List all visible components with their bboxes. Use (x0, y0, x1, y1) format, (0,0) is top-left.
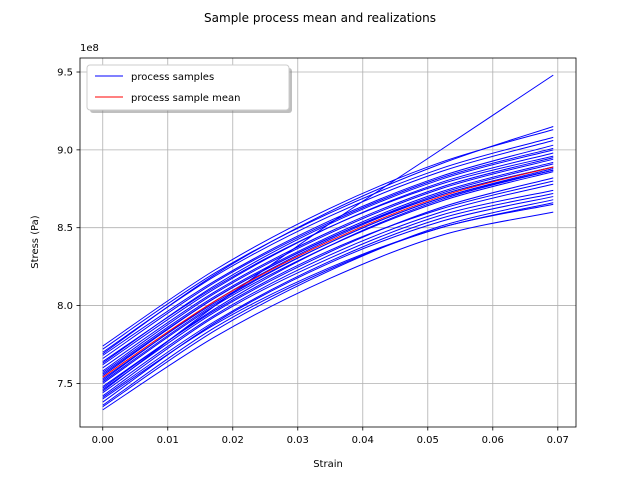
series-line-sample (102, 144, 554, 356)
y-tick-label: 9.0 (57, 145, 73, 156)
y-tick-label: 7.5 (57, 379, 73, 390)
x-tick-label: 0.06 (482, 435, 504, 446)
x-axis-ticks: 0.00 0.01 0.02 0.03 0.04 0.05 0.06 0.07 (92, 427, 569, 446)
series-line-sample (102, 199, 554, 408)
series-line-sample (102, 169, 554, 389)
series-line-sample (102, 177, 554, 391)
series-line-sample (102, 161, 554, 373)
y-tick-label: 8.0 (57, 301, 73, 312)
series-line-mean (102, 166, 554, 378)
series-line-sample (102, 149, 554, 364)
series-line-sample (102, 126, 554, 355)
y-axis-title: Stress (Pa) (30, 215, 41, 269)
legend-label-process-samples: process samples (131, 72, 214, 83)
series-lines (102, 74, 554, 411)
series-line-sample (102, 158, 554, 372)
series-line-sample (102, 166, 554, 381)
series-line-sample (102, 183, 554, 394)
y-offset-label: 1e8 (80, 43, 99, 54)
x-tick-label: 0.03 (287, 435, 309, 446)
x-tick-label: 0.00 (92, 435, 114, 446)
y-tick-label: 8.5 (57, 223, 73, 234)
series-line-sample (102, 136, 554, 350)
legend-label-process-sample-mean: process sample mean (131, 93, 241, 104)
x-axis-title: Strain (313, 459, 343, 470)
series-line-sample (102, 147, 554, 359)
legend-box (86, 64, 290, 111)
series-line-sample (102, 202, 554, 400)
x-tick-label: 0.04 (352, 435, 374, 446)
series-line-sample (102, 192, 554, 398)
y-tick-label: 9.5 (57, 68, 73, 79)
chart-title: Sample process mean and realizations (204, 11, 436, 25)
series-line-sample (102, 189, 554, 397)
series-line-sample (102, 157, 554, 369)
y-axis-ticks: 7.5 8.0 8.5 9.0 9.5 (57, 68, 80, 390)
plot-area-frame (79, 57, 577, 428)
x-tick-label: 0.02 (222, 435, 244, 446)
x-tick-label: 0.01 (157, 435, 179, 446)
series-line-sample (102, 211, 554, 411)
legend: process samples process sample mean (86, 64, 292, 113)
x-tick-label: 0.07 (547, 435, 569, 446)
x-tick-label: 0.05 (417, 435, 439, 446)
